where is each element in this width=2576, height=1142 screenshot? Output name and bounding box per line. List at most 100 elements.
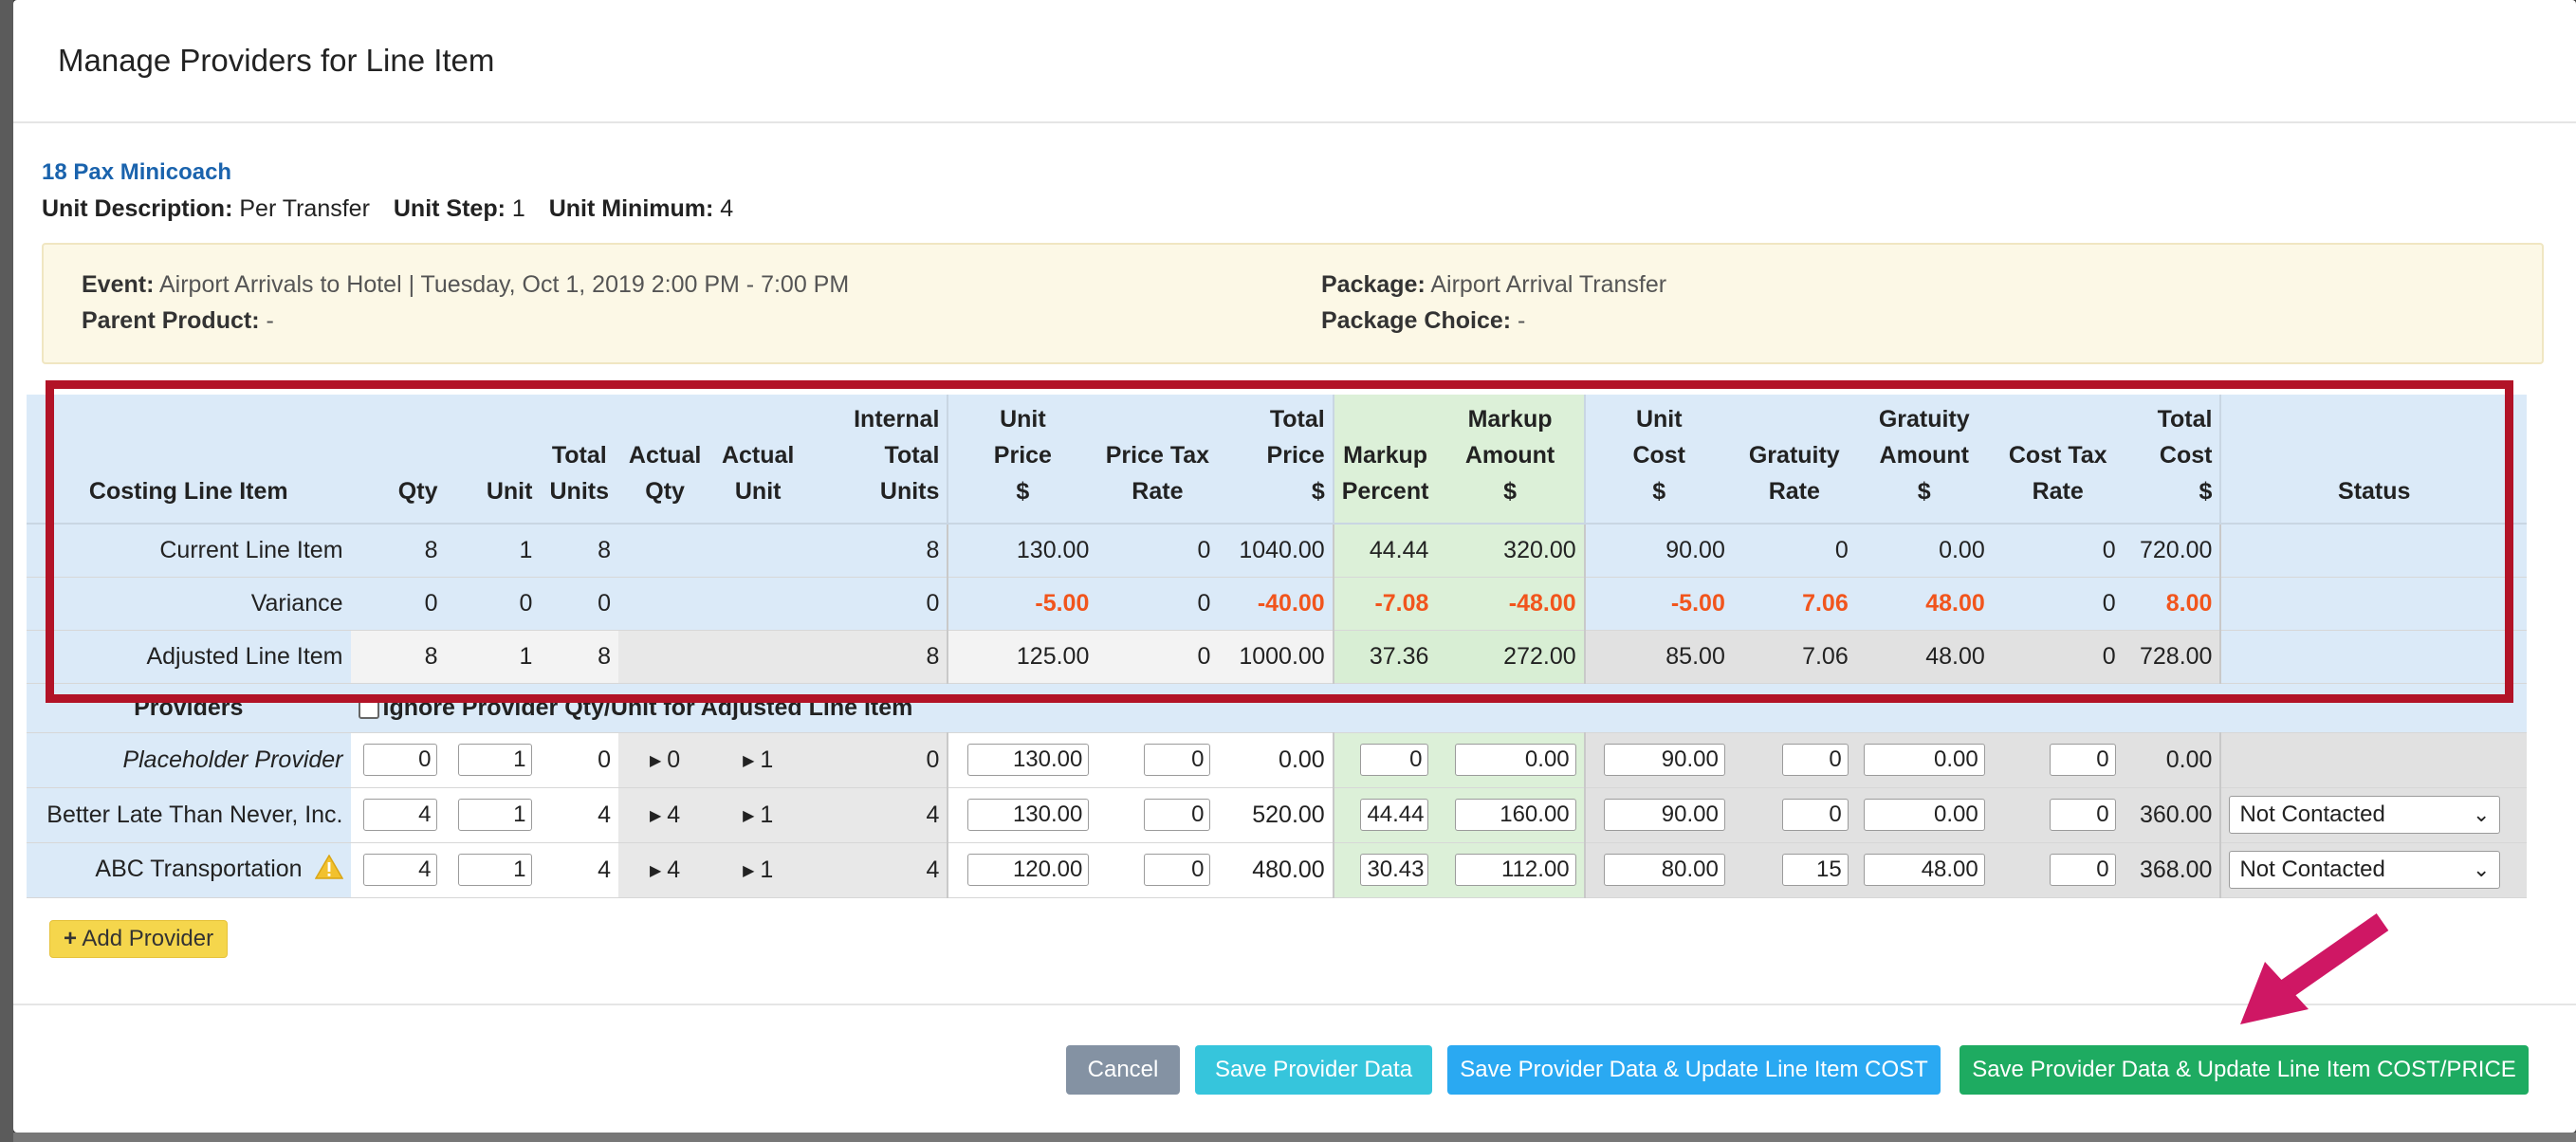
cell-unit: 1 [445,524,541,578]
cell-actual-qty[interactable]: ▶ 4 [618,842,712,898]
parent-product-value: - [266,307,274,334]
caret-right-icon: ▶ [743,862,755,879]
unit-price-input[interactable]: 130.00 [967,744,1090,776]
cell-cost-tax-rate: 0 [1992,630,2124,684]
chevron-down-icon: ⌄ [2473,802,2491,826]
markup-amount-input[interactable]: 160.00 [1454,799,1576,831]
price-tax-input[interactable]: 0 [1144,799,1211,831]
unit-price-input[interactable]: 120.00 [967,854,1090,886]
cell-total-price: -40.00 [1218,577,1334,631]
qty-input[interactable]: 4 [363,854,438,886]
gratuity-amount-input[interactable]: 48.00 [1863,854,1985,886]
page-backdrop [0,0,13,1142]
cell-actual-qty[interactable]: ▶ 0 [618,732,712,788]
cell-qty: 8 [350,524,446,578]
markup-percent-input[interactable]: 44.44 [1360,799,1429,831]
price-tax-input[interactable]: 0 [1144,744,1211,776]
header-markup-amount: Markup Amount $ [1436,395,1585,525]
status-select[interactable]: Not Contacted ⌄ [2229,851,2501,889]
unit-price-input[interactable]: 130.00 [967,799,1090,831]
costing-table: Costing Line Item Qty Unit Total Units Ac… [27,395,2527,898]
gratuity-rate-input[interactable]: 0 [1781,799,1849,831]
cell-total-price: 480.00 [1218,842,1334,898]
row-name: Adjusted Line Item [27,630,351,684]
qty-input[interactable]: 4 [363,799,438,831]
cell-actual-unit[interactable]: ▶ 1 [711,787,805,843]
cell-status [2219,524,2527,578]
unit-cost-input[interactable]: 90.00 [1603,744,1725,776]
manage-providers-modal: Manage Providers for Line Item 18 Pax Mi… [13,0,2576,1133]
row-name: Current Line Item [27,524,351,578]
providers-header-row: Providers Ignore Provider Qty/Unit for A… [27,683,2527,733]
providers-label: Providers [27,683,351,733]
save-update-cost-button[interactable]: Save Provider Data & Update Line Item CO… [1447,1045,1941,1095]
gratuity-amount-input[interactable]: 0.00 [1863,799,1985,831]
header-gratuity-rate: Gratuity Rate [1732,395,1856,525]
cell-status [2219,577,2527,631]
cell-gratuity-rate: 7.06 [1732,630,1856,684]
cost-tax-input[interactable]: 0 [2049,854,2116,886]
qty-input[interactable]: 0 [363,744,438,776]
unit-minimum-value: 4 [720,195,734,222]
cell-internal-total-units: 8 [804,630,948,684]
cell-internal-total-units: 4 [804,842,948,898]
cell-gratuity-amount: 48.00 [1855,630,1993,684]
cell-total-price: 1040.00 [1218,524,1334,578]
cell-unit: 0 [445,577,541,631]
caret-right-icon: ▶ [649,752,662,769]
unit-input[interactable]: 1 [458,854,533,886]
cell-actual-unit [711,577,805,631]
cell-price-tax-rate: 0 [1096,524,1219,578]
gratuity-amount-input[interactable]: 0.00 [1863,744,1985,776]
header-total-cost: Total Cost $ [2123,395,2221,525]
cell-total-cost: 0.00 [2123,732,2221,788]
cell-price-tax-rate: 0 [1096,577,1219,631]
caret-right-icon: ▶ [649,862,662,879]
cell-total-price: 0.00 [1218,732,1334,788]
ignore-provider-checkbox[interactable] [358,697,379,719]
cell-actual-unit[interactable]: ▶ 1 [711,732,805,788]
save-update-cost-price-button[interactable]: Save Provider Data & Update Line Item CO… [1960,1045,2529,1095]
modal-footer-divider [13,1004,2576,1005]
cell-status [2219,732,2527,788]
header-internal-total-units: Internal Total Units [804,395,948,525]
price-tax-input[interactable]: 0 [1144,854,1211,886]
gratuity-rate-input[interactable]: 0 [1781,744,1849,776]
unit-input[interactable]: 1 [458,799,533,831]
cell-actual-qty[interactable]: ▶ 4 [618,787,712,843]
chevron-down-icon: ⌄ [2473,857,2491,881]
plus-icon: + [64,926,78,951]
unit-input[interactable]: 1 [458,744,533,776]
package-line: Package: Airport Arrival Transfer [1321,271,1666,299]
cell-markup-amount: -48.00 [1436,577,1585,631]
cell-qty: 0 [350,577,446,631]
add-provider-button[interactable]: + Add Provider [49,920,229,958]
cell-actual-unit[interactable]: ▶ 1 [711,842,805,898]
table-row: Current Line Item 8 1 8 8 130.00 0 1040.… [27,524,2527,578]
markup-amount-input[interactable]: 112.00 [1454,854,1576,886]
markup-percent-input[interactable]: 0 [1360,744,1429,776]
markup-amount-input[interactable]: 0.00 [1454,744,1576,776]
unit-cost-input[interactable]: 80.00 [1603,854,1725,886]
package-choice-line: Package Choice: - [1321,307,1525,335]
cost-tax-input[interactable]: 0 [2049,744,2116,776]
cell-unit-cost: 90.00 [1583,524,1733,578]
markup-percent-input[interactable]: 30.43 [1360,854,1429,886]
cost-tax-input[interactable]: 0 [2049,799,2116,831]
cell-cost-tax-rate: 0 [1992,577,2124,631]
parent-product-label: Parent Product: [82,307,260,334]
product-name-link[interactable]: 18 Pax Minicoach [42,159,232,185]
gratuity-rate-input[interactable]: 15 [1781,854,1849,886]
cancel-button[interactable]: Cancel [1066,1045,1180,1095]
warning-icon[interactable] [314,854,343,886]
provider-row: ABC Transportation 4 1 4 ▶ 4 ▶ 1 4 120.00 … [27,842,2527,898]
cell-gratuity-rate: 7.06 [1732,577,1856,631]
save-provider-data-button[interactable]: Save Provider Data [1195,1045,1432,1095]
status-select[interactable]: Not Contacted ⌄ [2229,796,2501,834]
table-header-row: Costing Line Item Qty Unit Total Units Ac… [27,395,2527,525]
unit-cost-input[interactable]: 90.00 [1603,799,1725,831]
cell-unit-price: 125.00 [947,630,1097,684]
cell-unit-cost: -5.00 [1583,577,1733,631]
annotation-arrow-icon [2240,912,2389,1024]
cell-markup-percent: 44.44 [1332,524,1437,578]
